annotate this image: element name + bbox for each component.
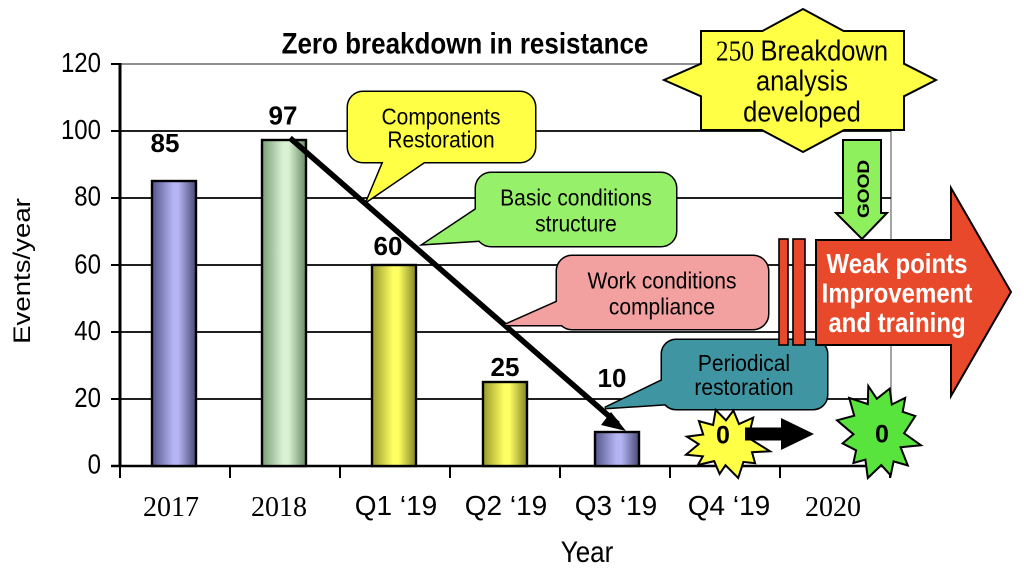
svg-text:85: 85	[151, 128, 180, 158]
svg-text:120: 120	[61, 49, 101, 79]
svg-text:Components: Components	[381, 103, 500, 129]
svg-text:10: 10	[598, 363, 627, 393]
svg-text:60: 60	[374, 231, 403, 261]
svg-text:compliance: compliance	[609, 294, 715, 320]
svg-text:Improvement: Improvement	[822, 279, 973, 309]
svg-text:Zero breakdown in resistance: Zero breakdown in resistance	[282, 27, 649, 60]
svg-text:analysis: analysis	[756, 64, 848, 97]
svg-text:0: 0	[716, 422, 730, 450]
svg-text:restoration: restoration	[694, 374, 793, 400]
svg-text:25: 25	[491, 352, 520, 382]
svg-text:250 Breakdown: 250 Breakdown	[716, 34, 888, 67]
svg-text:GOOD: GOOD	[854, 160, 873, 218]
svg-text:80: 80	[74, 182, 101, 212]
svg-text:Weak points: Weak points	[827, 250, 968, 280]
svg-text:Q2 ‘19: Q2 ‘19	[465, 490, 548, 521]
svg-text:Events/year: Events/year	[10, 198, 36, 344]
svg-text:100: 100	[61, 115, 101, 145]
svg-text:Year: Year	[561, 535, 614, 568]
svg-text:0: 0	[875, 421, 889, 449]
svg-text:2017: 2017	[143, 492, 199, 523]
svg-text:Work conditions: Work conditions	[588, 268, 737, 294]
svg-text:structure: structure	[535, 211, 617, 237]
svg-text:Q1 ‘19: Q1 ‘19	[355, 490, 438, 521]
svg-text:and training: and training	[828, 309, 965, 339]
svg-text:Q3 ‘19: Q3 ‘19	[575, 490, 658, 521]
svg-text:Basic conditions: Basic conditions	[500, 185, 652, 211]
svg-text:2018: 2018	[251, 492, 307, 523]
svg-text:60: 60	[74, 250, 101, 280]
svg-text:Restoration: Restoration	[387, 126, 494, 152]
svg-text:20: 20	[74, 383, 101, 413]
svg-text:Q4 ‘19: Q4 ‘19	[688, 490, 771, 521]
svg-text:2020: 2020	[805, 492, 861, 523]
svg-text:developed: developed	[743, 95, 861, 128]
svg-text:Periodical: Periodical	[698, 350, 790, 376]
svg-text:40: 40	[74, 317, 101, 347]
svg-text:97: 97	[269, 101, 298, 131]
svg-text:0: 0	[88, 450, 101, 480]
